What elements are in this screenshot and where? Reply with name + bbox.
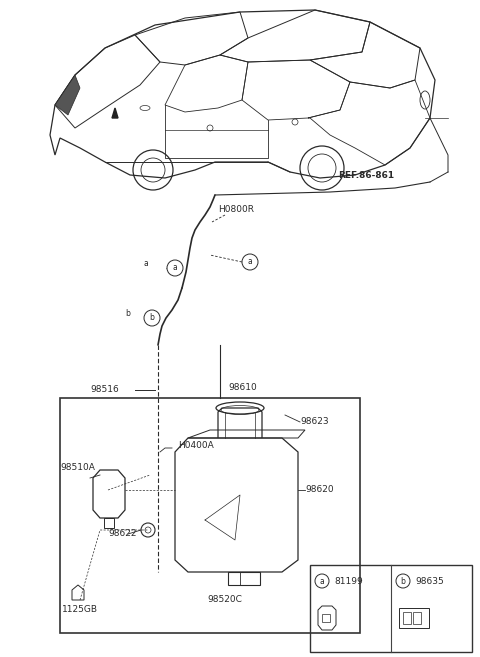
- Text: a: a: [173, 263, 178, 273]
- Text: 98510A: 98510A: [60, 463, 95, 472]
- Bar: [413, 612, 421, 624]
- Text: 98623: 98623: [300, 417, 329, 426]
- Circle shape: [144, 310, 160, 326]
- Text: 98610: 98610: [228, 382, 257, 392]
- Polygon shape: [112, 108, 118, 118]
- Polygon shape: [55, 75, 80, 115]
- Circle shape: [242, 254, 258, 270]
- Circle shape: [396, 574, 410, 588]
- Text: b: b: [401, 576, 406, 585]
- Text: 1125GB: 1125GB: [62, 605, 98, 614]
- Bar: [310, 565, 472, 652]
- Text: H0400A: H0400A: [178, 440, 214, 449]
- Text: b: b: [125, 309, 130, 319]
- Bar: [403, 612, 411, 624]
- Text: a: a: [143, 260, 148, 269]
- Text: 98516: 98516: [90, 386, 119, 394]
- Text: H0800R: H0800R: [218, 205, 254, 214]
- Circle shape: [315, 574, 329, 588]
- Text: REF.86-861: REF.86-861: [338, 171, 394, 180]
- Text: 98620: 98620: [305, 486, 334, 495]
- Text: 81199: 81199: [334, 576, 363, 585]
- Text: b: b: [150, 313, 155, 323]
- Text: 98622: 98622: [108, 530, 136, 539]
- Bar: [399, 608, 429, 628]
- Bar: [60, 398, 360, 633]
- Text: a: a: [248, 258, 252, 267]
- Circle shape: [167, 260, 183, 276]
- Text: 98635: 98635: [415, 576, 444, 585]
- Bar: [322, 614, 330, 622]
- Text: a: a: [320, 576, 324, 585]
- Text: 98520C: 98520C: [207, 595, 242, 604]
